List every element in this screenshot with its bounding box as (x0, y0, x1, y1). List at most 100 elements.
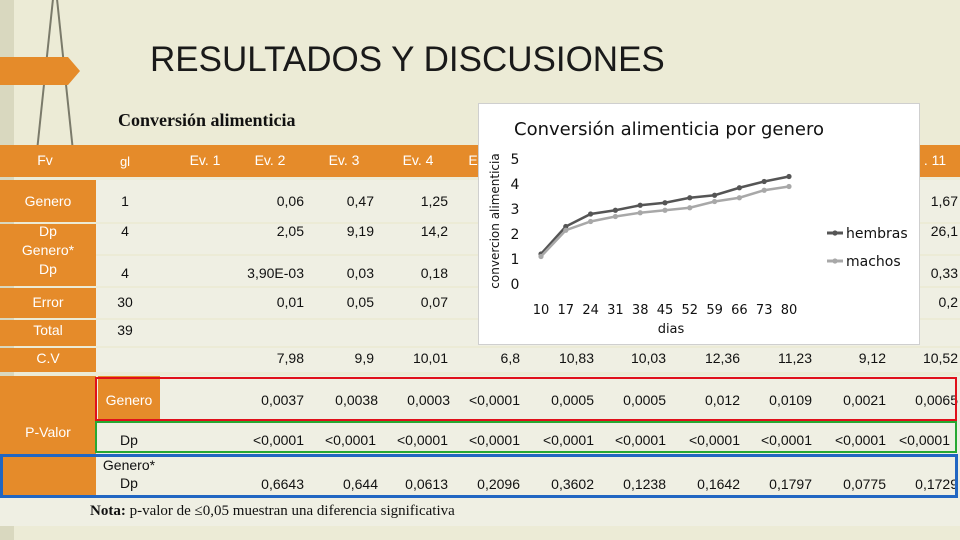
cv-cell: 10,52 (922, 350, 958, 366)
fv-total: Total (33, 322, 63, 338)
x-tick-label: 31 (607, 303, 624, 318)
fv-cell-bg (0, 376, 96, 498)
value-cell: 1,67 (930, 193, 958, 209)
y-tick-label: 1 (511, 252, 520, 268)
pvalor-genero-dp-cell: 0,1642 (697, 476, 740, 492)
data-point-hembras (637, 202, 643, 208)
x-tick-label: 66 (731, 303, 748, 318)
data-point-machos (687, 205, 693, 211)
highlight-dp-row (95, 421, 957, 453)
gl-cell: 1 (121, 193, 129, 209)
header-ev1: Ev. 1 (189, 152, 221, 168)
data-point-hembras (761, 178, 767, 185)
value-cell: 1,25 (420, 193, 448, 209)
pvalor-genero-dp-cell: 0,1797 (769, 476, 812, 492)
data-point-hembras (712, 192, 718, 198)
data-point-machos (538, 253, 544, 260)
series-line-hembras (540, 175, 790, 255)
pvalor-dp-label: Dp (120, 432, 138, 448)
y-tick-label: 4 (511, 177, 520, 193)
highlight-genero-dp-row (0, 454, 958, 498)
pvalor-genero-dp-label: Genero* Dp (102, 457, 156, 491)
data-point-hembras (588, 211, 594, 217)
legend-marker-machos (832, 258, 838, 264)
dp-cell-bg (98, 424, 160, 498)
value-cell: 3,90E-03 (247, 265, 304, 281)
value-cell: 0,06 (276, 193, 304, 209)
value-cell: 0,03 (346, 265, 374, 281)
value-cell: 26,1 (930, 223, 958, 239)
pvalor-dp-cell: <0,0001 (325, 432, 376, 448)
pvalor-genero-cell: 0,0109 (769, 392, 812, 408)
data-point-hembras (612, 207, 618, 213)
data-point-machos (736, 195, 742, 201)
fv-cv: C.V (36, 350, 60, 366)
gl-cell: 39 (117, 322, 133, 338)
x-tick-label: 10 (533, 303, 550, 318)
pvalor-genero-cell: 0,0005 (623, 392, 666, 408)
pvalor-genero-cell: 0,0065 (915, 392, 958, 408)
data-point-machos (786, 183, 792, 190)
pvalor-genero-dp-cell: 0,2096 (477, 476, 520, 492)
pvalor-dp-cell: <0,0001 (835, 432, 886, 448)
pvalor-genero-cell: 0,0021 (843, 392, 886, 408)
pvalor-genero-cell: 0,0037 (261, 392, 304, 408)
pvalor-genero-dp-cell: 0,6643 (261, 476, 304, 492)
data-point-hembras (786, 173, 792, 180)
data-point-hembras (687, 195, 693, 201)
value-cell: 0,33 (930, 265, 958, 281)
value-cell: 9,19 (346, 223, 374, 239)
data-point-hembras (563, 223, 569, 230)
gl-cell: 30 (117, 294, 133, 310)
pvalor-dp-cell: <0,0001 (615, 432, 666, 448)
pvalor-genero-dp-cell: 0,0775 (843, 476, 886, 492)
x-tick-label: 59 (706, 303, 723, 318)
x-tick-label: 52 (682, 303, 699, 318)
fv-genero: Genero (24, 193, 72, 209)
pvalor-genero-cell: <0,0001 (469, 392, 520, 408)
cv-cell: 12,36 (704, 350, 740, 366)
y-tick-label: 2 (511, 227, 520, 243)
pvalor-genero-dp-cell: 0,644 (342, 476, 378, 492)
header-ev3: Ev. 3 (328, 152, 360, 168)
cv-cell: 10,01 (412, 350, 448, 366)
value-cell: 14,2 (420, 223, 448, 239)
cv-cell: 10,83 (558, 350, 594, 366)
cv-cell: 6,8 (500, 350, 520, 366)
highlight-genero-row (95, 377, 957, 421)
header-ev2: Ev. 2 (254, 152, 286, 168)
header-fv: Fv (37, 152, 53, 168)
data-point-machos (761, 187, 767, 193)
chart-svg: Conversión alimenticia por genero converc… (488, 119, 908, 337)
value-cell: 0,2 (938, 294, 958, 310)
y-tick-label: 5 (511, 152, 520, 168)
chart-title: Conversión alimenticia por genero (514, 119, 824, 140)
fv-error: Error (32, 294, 64, 310)
header-ev11: . 11 (923, 152, 947, 168)
pvalor-dp-cell: <0,0001 (397, 432, 448, 448)
pvalor-genero-cell: 0,0003 (407, 392, 450, 408)
data-point-hembras (736, 185, 742, 191)
fv-pvalor: P-Valor (25, 424, 71, 440)
value-cell: 2,05 (276, 223, 304, 239)
cv-cell: 9,9 (354, 350, 374, 366)
x-tick-label: 24 (582, 303, 599, 318)
legend-marker-hembras (832, 230, 838, 236)
line-chart: Conversión alimenticia por genero converc… (478, 103, 920, 345)
pvalor-dp-cell: <0,0001 (761, 432, 812, 448)
header-ev5: E (468, 152, 478, 168)
header-gl: gl (119, 154, 131, 169)
y-axis-label: convercion alimenticia (488, 153, 502, 288)
pvalor-dp-cell: <0,0001 (543, 432, 594, 448)
fv-dp-genero-dp: Dp Genero* Dp (21, 223, 75, 277)
value-cell: 0,05 (346, 294, 374, 310)
gl-cell: 4 (121, 223, 129, 239)
table-row (0, 348, 960, 372)
pvalor-dp-cell: <0,0001 (253, 432, 304, 448)
x-tick-label: 17 (558, 303, 575, 318)
data-point-machos (563, 227, 569, 233)
cv-cell: 9,12 (858, 350, 886, 366)
cv-cell: 7,98 (276, 350, 304, 366)
data-point-machos (588, 218, 594, 225)
pvalor-genero-dp-cell: 0,1729 (915, 476, 958, 492)
